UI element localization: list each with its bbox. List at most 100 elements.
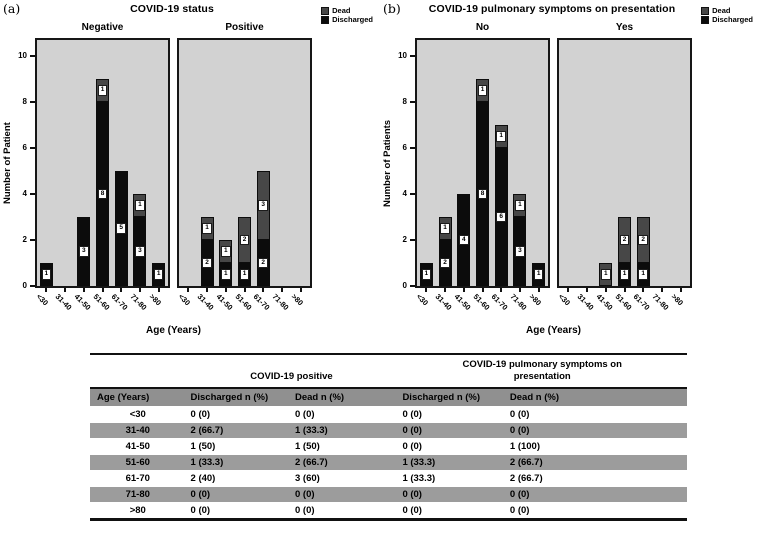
stacked-bar: 1 [152,263,166,286]
bar-segment-dead: 1 [96,79,109,102]
table-cell: 2 (66.7) [190,424,224,436]
x-tick-label: >80 [527,292,543,308]
subfigure-label-b: (b) [383,1,401,16]
x-tick-mark [224,288,227,292]
column-header: Dead n (%) [294,391,345,403]
y-tick-label: 6 [402,143,407,152]
y-tick-mark [30,101,35,103]
x-tick-label: >80 [147,292,163,308]
bar-value-label: 1 [533,269,544,280]
x-axis: <30 31-40 41-50 51-60 61-70 71-80 >80 [177,288,312,328]
table-cell: 1 (50) [190,440,216,452]
table-cell: 2 (40) [190,472,216,484]
bar-value-label: 3 [78,246,89,257]
stacked-bar: 4 [457,194,471,286]
bar-segment-discharged: 1 [618,263,631,286]
x-tick-label: <30 [34,292,51,308]
table-cell: 2 (66.7) [294,456,328,468]
group-header-row: COVID-19 positive COVID-19 pulmonary symp… [90,354,687,388]
bar-value-label: 1 [135,200,145,211]
x-tick-mark [518,288,521,292]
x-tick-label: >80 [289,292,305,308]
chart-a-title: COVID-19 status [130,3,214,15]
legend-label: Dead [712,6,731,15]
bar-value-label: 6 [496,211,507,223]
bar-value-label: 1 [515,200,525,211]
x-tick-label: <30 [176,292,193,308]
table-row: 71-80 0 (0) 0 (0) 0 (0) 0 (0) [90,486,687,503]
table-cell: 0 (0) [509,424,530,436]
bar-value-label: 3 [515,246,525,257]
x-tick-mark [120,288,123,292]
x-tick-label: 41-50 [72,292,93,312]
x-tick-mark [462,288,465,292]
bar-value-label: 1 [638,269,649,280]
legend-item: Dead [321,6,373,16]
x-tick-label: 41-50 [452,292,473,312]
x-tick-label: 61-70 [251,292,272,312]
x-axis: <30 31-40 41-50 51-60 61-70 71-80 >80 [557,288,692,328]
table-row: 31-40 2 (66.7) 1 (33.3) 0 (0) 0 (0) [90,422,687,439]
bar-value-label: 1 [97,85,108,96]
data-table: COVID-19 positive COVID-19 pulmonary symp… [90,353,687,521]
stacked-bar: 1 [39,263,53,286]
table-cell: 0 (0) [402,424,422,436]
x-tick-label: 31-40 [433,292,454,312]
x-tick-label: >80 [669,292,685,308]
x-tick-label: 71-80 [650,292,671,312]
y-tick-label: 2 [402,235,407,244]
table-cell: 0 (0) [294,408,315,420]
bar-value-label: 3 [258,200,269,211]
x-tick-mark [157,288,160,292]
x-tick-mark [537,288,540,292]
x-axis: <30 31-40 41-50 51-60 61-70 71-80 >80 [35,288,170,328]
legend: Dead Discharged [321,6,373,26]
table-row: 51-60 1 (33.3) 2 (66.7) 1 (33.3) 2 (66.7) [90,454,687,471]
x-tick-label: 31-40 [53,292,74,312]
x-axis-title: Age (Years) [525,325,582,336]
y-tick-label: 10 [18,51,27,60]
row-header-age: 41-50 [125,440,150,452]
y-tick-mark [410,101,415,103]
y-tick-label: 0 [22,281,27,290]
column-header: Discharged n (%) [190,391,269,403]
bar-segment-dead: 1 [133,194,147,217]
bar-segment-discharged: 1 [532,263,546,286]
bar-segment-dead: 1 [513,194,527,217]
y-tick-mark [410,285,415,287]
x-tick-mark [262,288,265,292]
x-tick-mark [64,288,67,292]
bar-segment-dead: 3 [256,171,270,240]
bar-value-label: 8 [97,188,108,200]
chart-panels: No 1 2 1 4 8 1 6 1 3 1 1 <30 31-40 41-50 51-60 61-70 71-8… [415,22,692,328]
table-cell: 0 (0) [402,504,422,516]
legend-swatch-icon [321,7,330,16]
x-tick-mark [206,288,209,292]
table-cell: 0 (0) [509,488,530,500]
y-tick-mark [410,193,415,195]
bar-value-label: 1 [619,269,630,280]
bar-segment-dead: 1 [219,240,233,263]
x-tick-label: 31-40 [195,292,216,312]
bar-value-label: 8 [477,188,488,200]
bar-value-label: 1 [220,269,231,280]
table-cell: 0 (0) [190,488,211,500]
table-cell: 0 (0) [402,440,422,452]
x-tick-mark [481,288,484,292]
x-axis: <30 31-40 41-50 51-60 61-70 71-80 >80 [415,288,550,328]
bar-value-label: 1 [477,85,488,96]
facet-panel: No 1 2 1 4 8 1 6 1 3 1 1 <30 31-40 41-50 51-60 61-70 71-8… [415,22,550,328]
bar-value-label: 2 [440,257,450,269]
x-tick-mark [642,288,645,292]
row-header-age: 61-70 [125,472,150,484]
bar-segment-discharged: 5 [114,171,128,286]
bar-segment-dead: 1 [476,79,489,102]
